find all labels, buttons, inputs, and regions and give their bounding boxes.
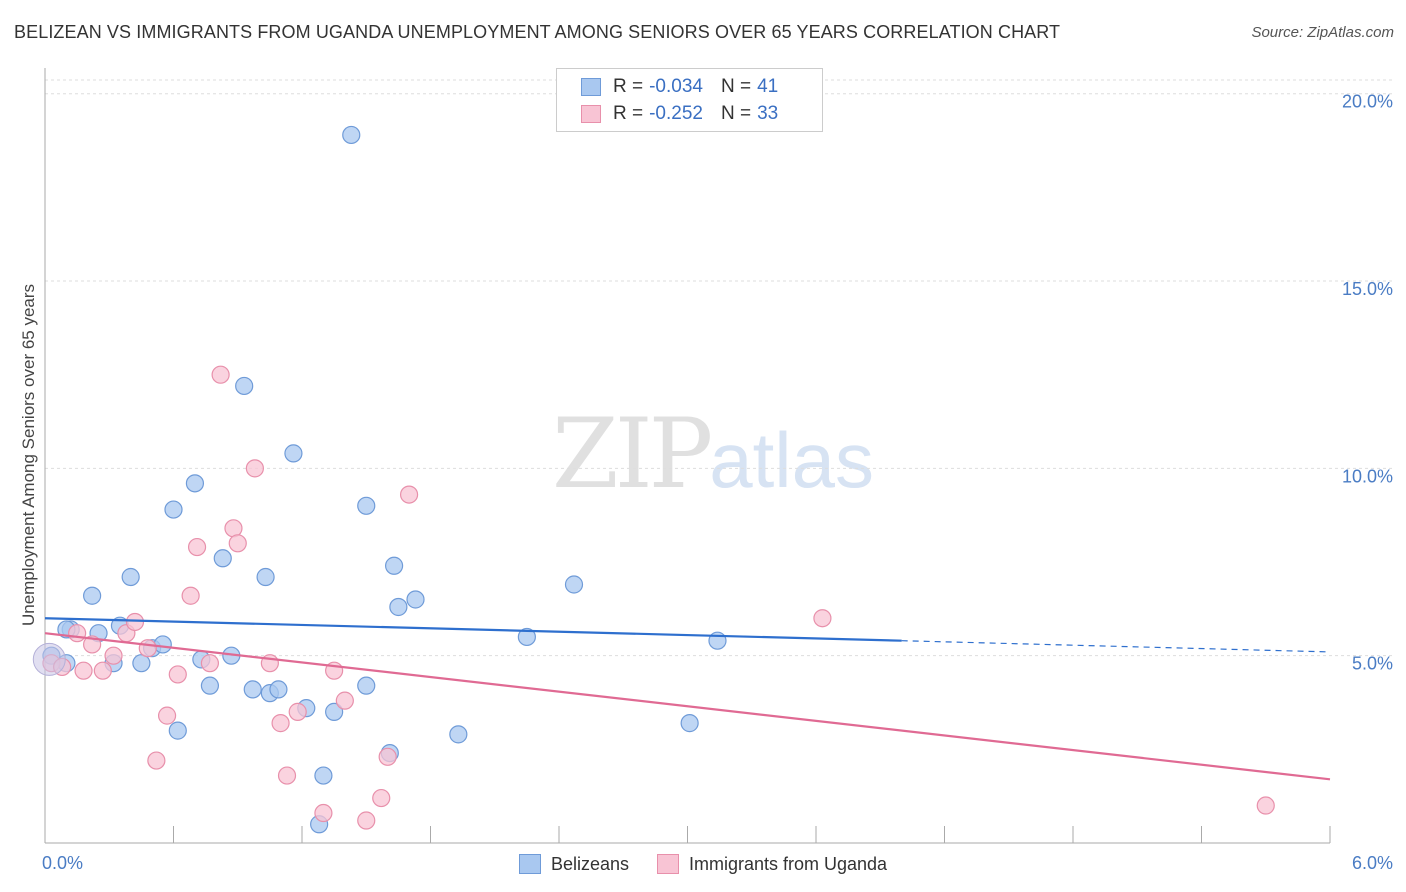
data-point xyxy=(314,766,333,785)
series-legend: Belizeans Immigrants from Uganda xyxy=(0,852,1406,876)
watermark-atlas: atlas xyxy=(709,416,874,504)
data-point xyxy=(389,597,408,617)
trend-line-uganda xyxy=(44,632,1331,781)
data-point-cluster xyxy=(32,642,66,676)
data-point xyxy=(224,519,243,538)
y-tick-label: 20.0% xyxy=(1342,92,1393,112)
legend-swatch-belizeans xyxy=(518,854,541,874)
data-point xyxy=(164,500,183,519)
legend-r-value: -0.034 xyxy=(649,76,703,97)
trend-line-belizeans xyxy=(44,617,902,642)
data-point xyxy=(357,496,376,515)
data-point xyxy=(121,567,140,587)
y-axis-label: Unemployment Among Seniors over 65 years xyxy=(19,284,38,626)
data-point xyxy=(200,654,220,673)
data-point xyxy=(314,803,333,823)
legend-row-belizeans: R = -0.034 N = 41 xyxy=(581,75,778,99)
data-point xyxy=(399,485,419,504)
data-point xyxy=(378,747,397,766)
legend-swatch-belizeans xyxy=(581,78,601,96)
chart-title: BELIZEAN VS IMMIGRANTS FROM UGANDA UNEMP… xyxy=(14,22,1061,42)
y-tick-label: 10.0% xyxy=(1342,466,1393,486)
legend-swatch-uganda xyxy=(656,854,679,874)
data-point xyxy=(517,627,536,647)
data-point xyxy=(342,125,361,145)
data-point xyxy=(335,691,354,710)
data-point xyxy=(357,811,376,830)
data-point xyxy=(213,549,232,568)
data-point xyxy=(372,788,391,808)
watermark: ZIPatlas xyxy=(552,398,874,510)
legend-n-value: 41 xyxy=(757,76,779,97)
tick-labels: 5.0% 10.0% 15.0% 20.0% 0.0% 6.0% xyxy=(42,92,1393,873)
data-point xyxy=(245,459,264,478)
legend-swatch-uganda xyxy=(581,105,601,123)
data-point xyxy=(74,661,93,680)
data-point xyxy=(325,702,344,721)
legend-label-uganda: Immigrants from Uganda xyxy=(688,853,888,874)
legend-r-label: R = xyxy=(613,76,644,97)
legend-r-label: R = xyxy=(613,103,644,124)
trend-lines xyxy=(44,617,1331,781)
data-point xyxy=(200,676,220,695)
legend-n-label: N = xyxy=(720,103,752,124)
uganda-points xyxy=(32,365,1275,830)
legend-row-uganda: R = -0.252 N = 33 xyxy=(581,102,778,126)
belizeans-points xyxy=(42,125,727,834)
data-point xyxy=(228,534,247,553)
legend-n-value: 33 xyxy=(757,103,779,124)
x-tick-label: 0.0% xyxy=(42,853,83,873)
data-point xyxy=(157,706,177,725)
data-point xyxy=(93,661,112,680)
legend-item-belizeans[interactable]: Belizeans xyxy=(518,853,629,875)
data-point xyxy=(564,575,584,594)
data-point xyxy=(181,586,200,605)
data-point xyxy=(83,586,102,605)
data-point xyxy=(284,444,303,463)
data-point xyxy=(153,635,172,654)
y-tick-label: 15.0% xyxy=(1342,279,1393,299)
data-point xyxy=(406,590,425,609)
data-point xyxy=(83,635,102,654)
legend-item-uganda[interactable]: Immigrants from Uganda xyxy=(656,853,888,875)
data-point xyxy=(680,714,699,733)
data-point xyxy=(271,714,290,733)
data-point xyxy=(187,537,207,557)
grid-lines xyxy=(45,79,1393,657)
trend-line-belizeans-extension xyxy=(901,640,1331,653)
data-point xyxy=(211,365,230,384)
data-point xyxy=(277,766,297,785)
data-point xyxy=(357,676,376,695)
legend-n-label: N = xyxy=(720,76,752,97)
data-point xyxy=(185,474,205,493)
axes xyxy=(44,68,1331,844)
y-tick-label: 5.0% xyxy=(1352,654,1393,674)
data-point xyxy=(147,751,166,770)
stats-legend: R = -0.034 N = 41 R = -0.252 N = 33 xyxy=(556,68,823,132)
data-point xyxy=(384,556,404,575)
data-point xyxy=(256,567,275,587)
data-point xyxy=(288,702,307,721)
data-point xyxy=(235,376,254,396)
data-point xyxy=(168,665,187,684)
data-point xyxy=(243,680,262,699)
data-point xyxy=(104,646,123,665)
data-point xyxy=(168,721,187,740)
source-label: Source: ZipAtlas.com xyxy=(1251,24,1394,41)
data-point xyxy=(125,612,145,632)
data-point xyxy=(1256,796,1275,815)
data-point xyxy=(813,609,832,628)
data-point xyxy=(132,654,151,673)
data-point xyxy=(449,725,468,744)
data-point xyxy=(269,680,288,699)
x-tick-label: 6.0% xyxy=(1352,853,1393,873)
watermark-zip: ZIP xyxy=(552,398,713,510)
data-point xyxy=(68,624,87,643)
legend-r-value: -0.252 xyxy=(649,103,703,124)
legend-label-belizeans: Belizeans xyxy=(550,853,629,874)
data-point xyxy=(138,639,157,658)
